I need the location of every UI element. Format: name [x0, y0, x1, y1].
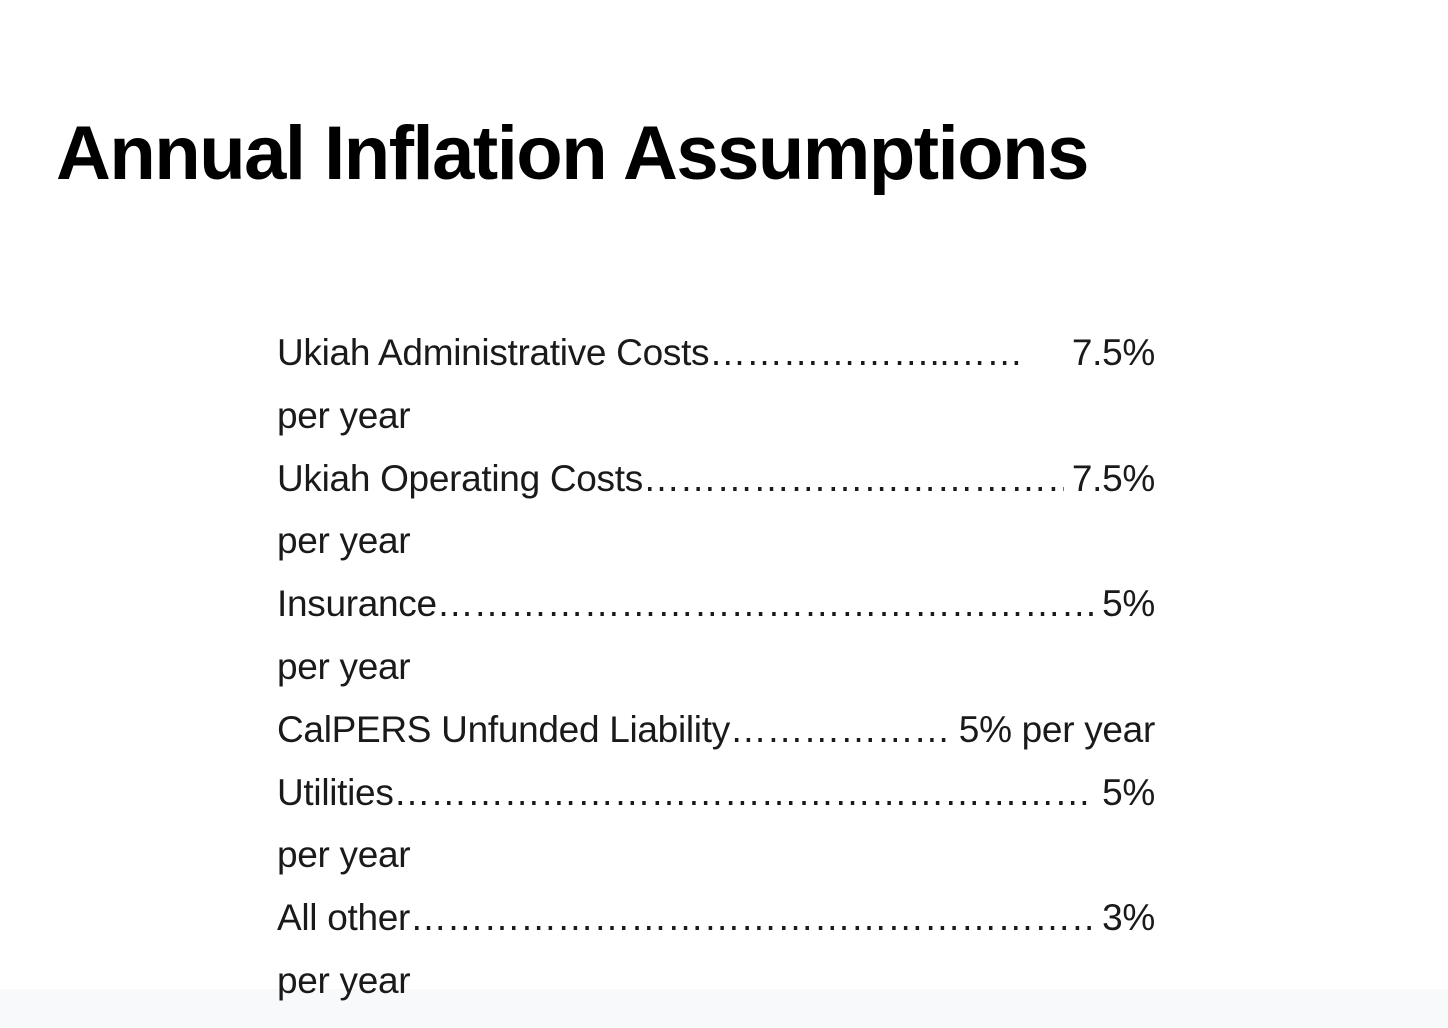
dot-leader: ……………………. [729, 708, 951, 750]
assumption-label-and-leader: Insurance………………………………………………………. [277, 573, 1094, 636]
assumption-item: Insurance………………………………………………………. 5% [277, 573, 1155, 636]
dot-leader: ………………………………………………………. [436, 583, 1095, 625]
assumption-value: 5% per year [958, 708, 1156, 750]
assumption-value: 5% [1102, 771, 1155, 813]
assumption-label-and-leader: CalPERS Unfunded Liability……………………. [277, 699, 951, 762]
dot-leader: ……………………………………………………….. [393, 771, 1095, 813]
dot-leader: ……………………………………………………… [410, 897, 1094, 939]
assumption-item: CalPERS Unfunded Liability……………………. 5% p… [277, 699, 1155, 762]
assumption-value: 7.5% [1071, 457, 1155, 499]
dot-leader: ………………..…… [709, 332, 1023, 373]
assumption-item: All other……………………………………………………… 3% [277, 887, 1155, 950]
assumption-value: 7.5% [1071, 332, 1155, 373]
slide-title: Annual Inflation Assumptions [56, 110, 1089, 196]
assumption-item: Utilities……………………………………………………….. 5% [277, 762, 1155, 825]
assumption-unit: per year [277, 834, 411, 876]
assumption-label: CalPERS Unfunded Liability [277, 708, 730, 750]
inflation-assumptions-list: Ukiah Administrative Costs………………..…… 7.5… [277, 322, 1155, 1013]
assumption-label: Utilities [277, 771, 394, 813]
dot-leader: ………………………………. [642, 457, 1064, 499]
assumption-label: All other [277, 897, 411, 939]
assumption-label: Insurance [277, 583, 437, 625]
assumption-item: Ukiah Operating Costs………………………………. 7.5% [277, 448, 1155, 511]
assumption-value: 3% [1102, 897, 1155, 939]
assumption-unit: per year [277, 394, 411, 436]
assumption-unit: per year [277, 645, 411, 687]
assumption-label-and-leader: All other……………………………………………………… [277, 887, 1094, 950]
assumption-label-and-leader: Ukiah Operating Costs………………………………. [277, 448, 1064, 511]
assumption-unit: per year [277, 520, 411, 562]
assumption-value: 5% [1102, 583, 1155, 625]
assumption-label: Ukiah Operating Costs [277, 457, 643, 499]
assumption-label-and-leader: Utilities……………………………………………………….. [277, 762, 1094, 825]
assumption-label: Ukiah Administrative Costs [277, 332, 710, 373]
assumption-label-and-leader: Ukiah Administrative Costs………………..…… [277, 322, 1023, 385]
bottom-band [0, 989, 1448, 1028]
assumption-unit: per year [277, 959, 411, 1001]
assumption-item: Ukiah Administrative Costs………………..…… 7.5… [277, 322, 1155, 385]
